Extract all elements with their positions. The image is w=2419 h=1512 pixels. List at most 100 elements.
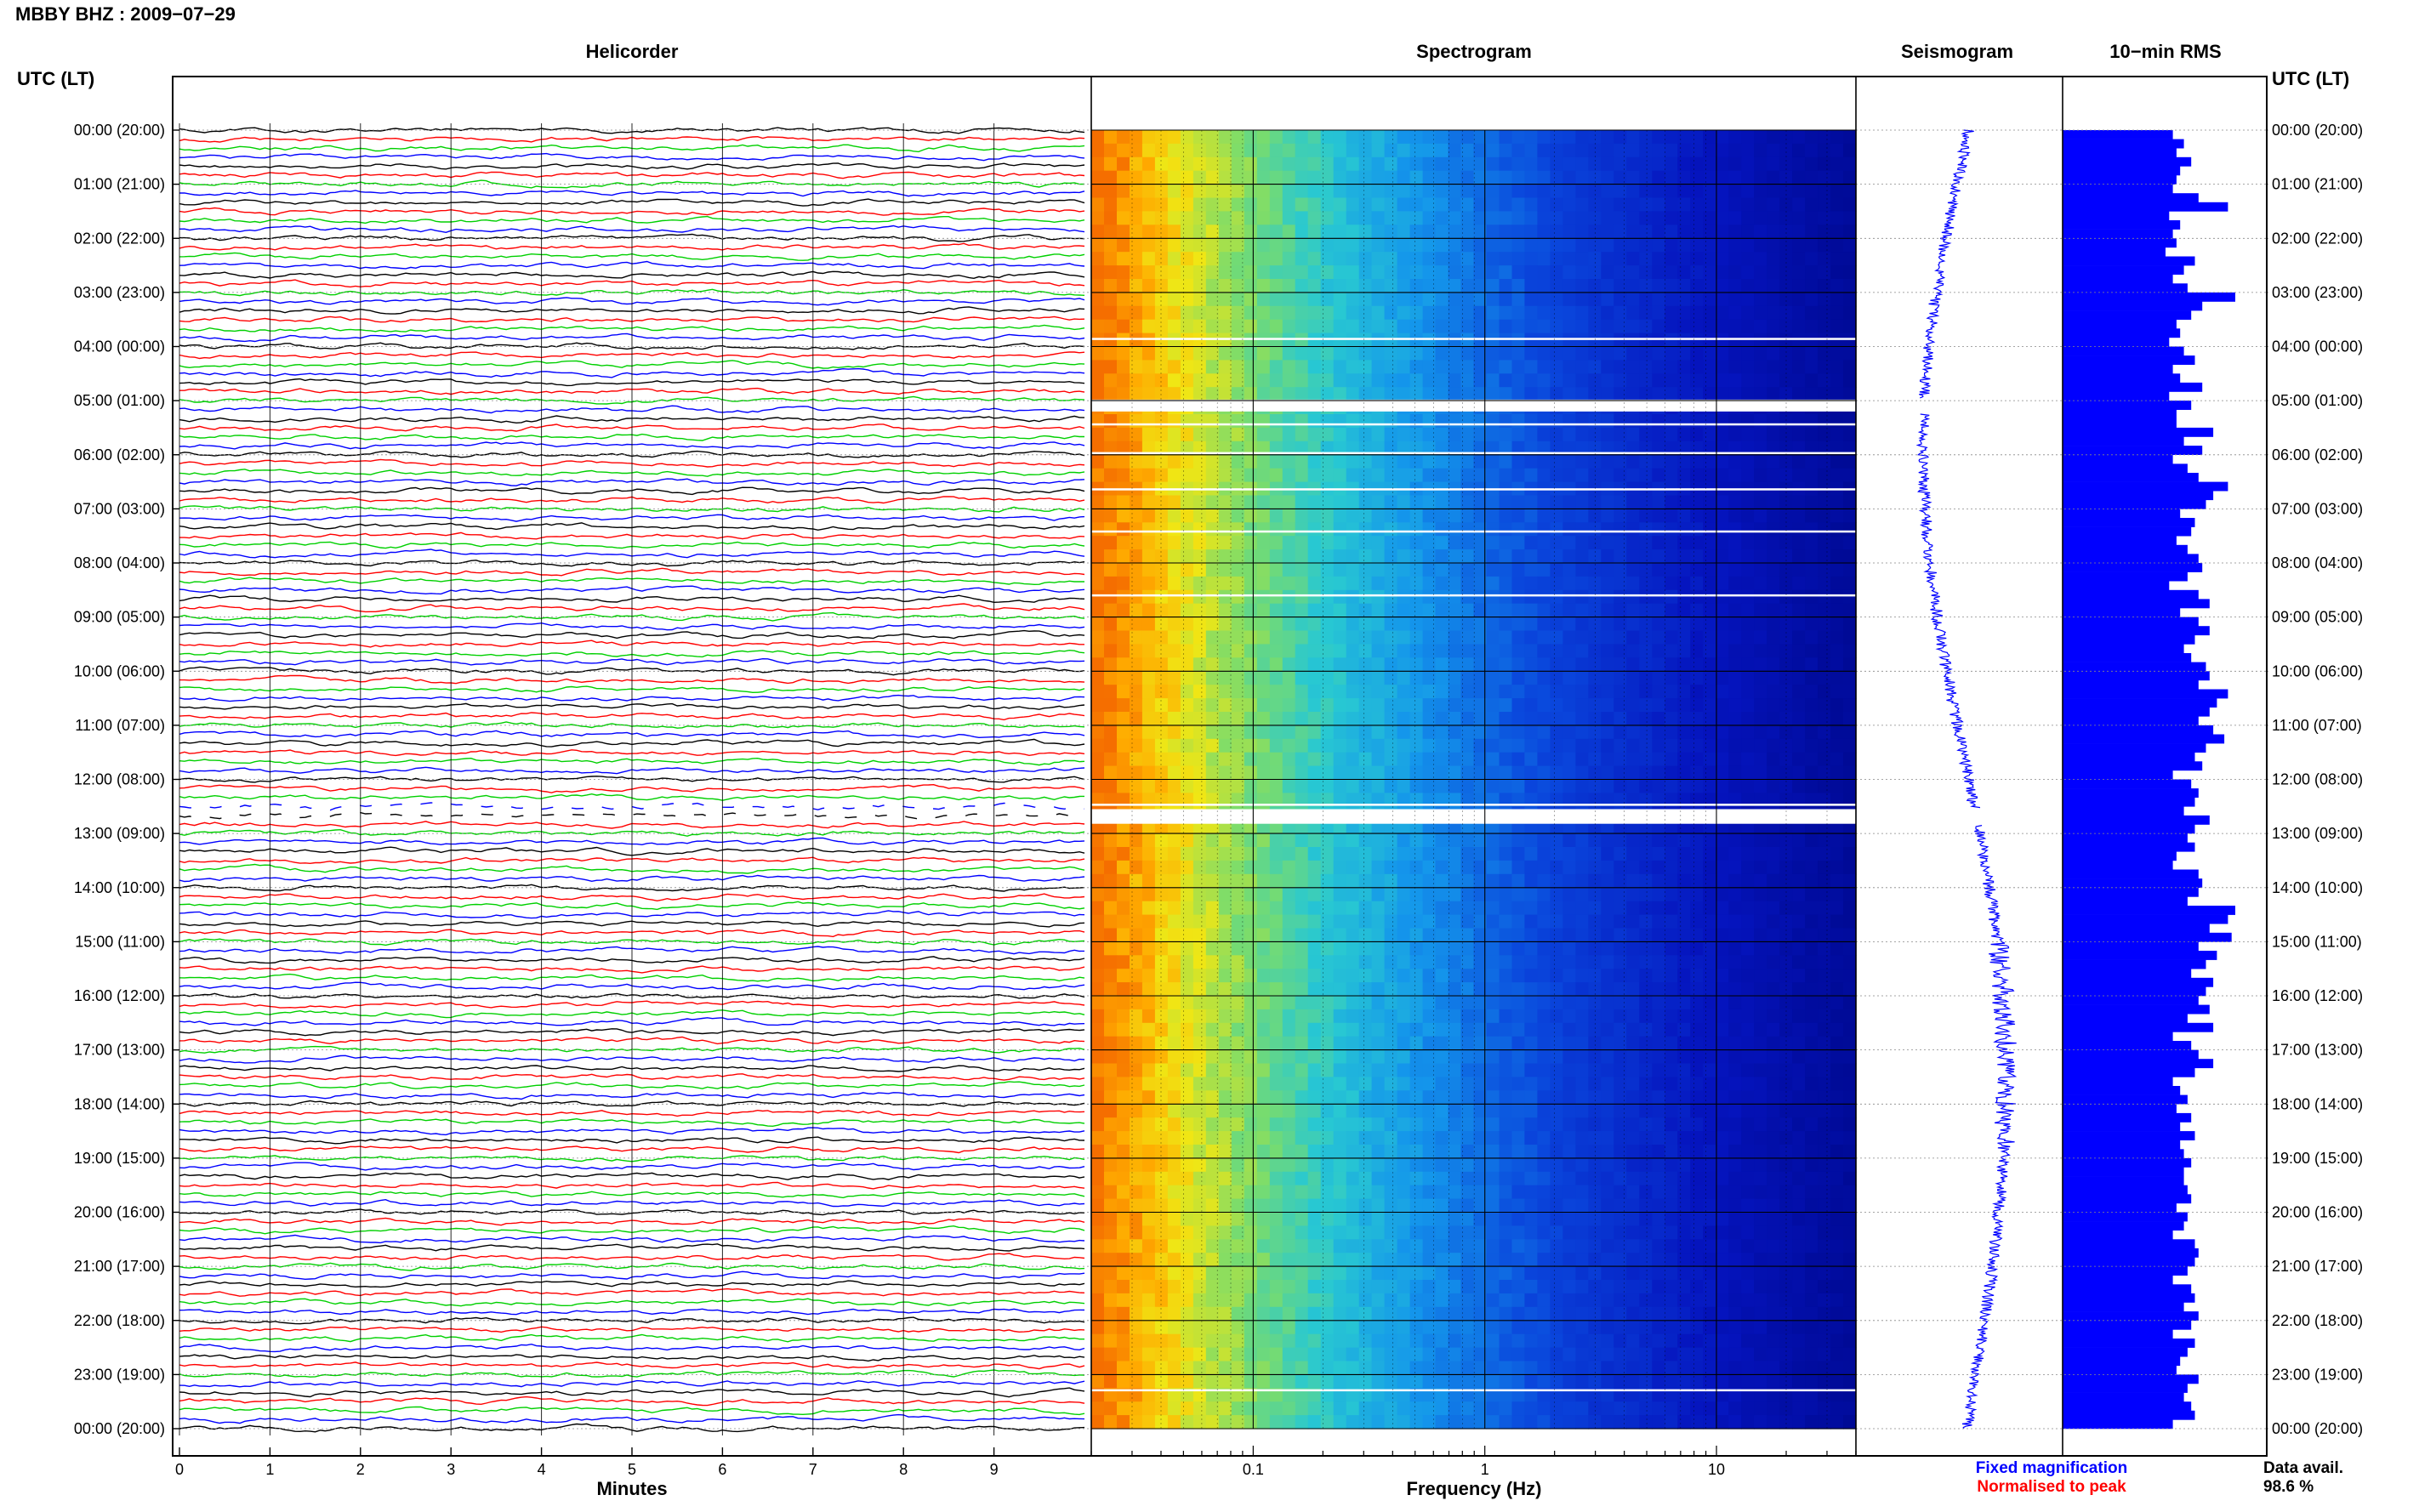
spectrogram-cell <box>1167 644 1181 658</box>
spectrogram-cell <box>1562 576 1576 591</box>
spectrogram-cell <box>1486 1104 1500 1118</box>
spectrogram-cell <box>1511 671 1526 685</box>
spectrogram-cell <box>1358 860 1373 875</box>
spectrogram-cell <box>1473 211 1488 225</box>
spectrogram-cell <box>1690 414 1704 429</box>
spectrogram-cell <box>1167 1145 1181 1159</box>
spectrogram-cell <box>1256 414 1271 429</box>
spectrogram-cell <box>1830 360 1844 374</box>
spectrogram-cell <box>1575 360 1589 374</box>
spectrogram-cell <box>1830 1063 1844 1077</box>
spectrogram-cell <box>1320 373 1335 388</box>
spectrogram-cell <box>1830 265 1844 280</box>
spectrogram-cell <box>1550 360 1563 374</box>
spectrogram-cell <box>1716 1077 1729 1091</box>
spectrogram-cell <box>1805 847 1819 861</box>
spectrogram-cell <box>1818 671 1831 685</box>
spectrogram-cell <box>1104 1104 1118 1118</box>
spectrogram-cell <box>1460 941 1475 956</box>
spectrogram-cell <box>1511 1198 1526 1214</box>
spectrogram-cell <box>1601 955 1614 969</box>
spectrogram-cell <box>1104 1145 1118 1159</box>
spectrogram-cell <box>1448 873 1462 889</box>
spectrogram-cell <box>1550 563 1563 577</box>
spectrogram-cell <box>1448 644 1462 658</box>
spectrogram-cell <box>1256 698 1271 713</box>
spectrogram-cell <box>1818 292 1831 307</box>
spectrogram-cell <box>1371 1198 1386 1214</box>
spectrogram-title: Spectrogram <box>1416 41 1532 62</box>
spectrogram-cell <box>1371 617 1386 632</box>
spectrogram-cell <box>1805 617 1819 632</box>
spectrogram-cell <box>1192 1198 1207 1214</box>
spectrogram-cell <box>1537 725 1551 740</box>
spectrogram-cell <box>1154 387 1169 401</box>
spectrogram-cell <box>1130 644 1143 658</box>
spectrogram-cell <box>1117 1239 1130 1253</box>
spectrogram-cell <box>1154 576 1169 591</box>
spectrogram-cell <box>1422 657 1437 672</box>
spectrogram-cell <box>1562 1157 1576 1173</box>
spectrogram-cell <box>1524 996 1538 1010</box>
spectrogram-cell <box>1665 712 1678 726</box>
spectrogram-cell <box>1167 969 1181 983</box>
spectrogram-cell <box>1690 468 1704 483</box>
spectrogram-cell <box>1192 671 1207 685</box>
spectrogram-cell <box>1244 630 1258 645</box>
spectrogram-cell <box>1104 360 1118 374</box>
spectrogram-cell <box>1091 414 1105 429</box>
spectrogram-cell <box>1358 793 1373 807</box>
spectrogram-cell <box>1716 495 1729 509</box>
spectrogram-cell <box>1192 1239 1207 1253</box>
spectrogram-cell <box>1677 454 1691 469</box>
spectrogram-cell <box>1269 130 1283 145</box>
spectrogram-cell <box>1805 725 1819 740</box>
spectrogram-cell <box>1767 319 1780 334</box>
spectrogram-cell <box>1167 156 1181 172</box>
spectrogram-cell <box>1333 1145 1347 1159</box>
spectrogram-cell <box>1320 549 1335 564</box>
spectrogram-cell <box>1486 657 1500 672</box>
spectrogram-cell <box>1741 1131 1755 1145</box>
spectrogram-cell <box>1473 156 1488 172</box>
spectrogram-cell <box>1562 698 1576 713</box>
spectrogram-cell <box>1511 589 1526 605</box>
spectrogram-cell <box>1269 738 1283 753</box>
spectrogram-cell <box>1588 752 1602 767</box>
spectrogram-cell <box>1205 292 1220 307</box>
spectrogram-cell <box>1703 1063 1716 1077</box>
spectrogram-cell <box>1333 603 1347 618</box>
spectrogram-cell <box>1435 1239 1449 1253</box>
spectrogram-cell <box>1588 1049 1602 1065</box>
spectrogram-cell <box>1805 563 1819 577</box>
spectrogram-cell <box>1384 914 1398 929</box>
spectrogram-cell <box>1550 143 1563 158</box>
spectrogram-cell <box>1320 156 1335 172</box>
spectrogram-cell <box>1741 644 1755 658</box>
spectrogram-cell <box>1346 1145 1360 1159</box>
spectrogram-cell <box>1371 373 1386 388</box>
spectrogram-cell <box>1754 1036 1767 1051</box>
spectrogram-cell <box>1614 427 1627 442</box>
spectrogram-cell <box>1652 225 1665 239</box>
spectrogram-cell <box>1652 873 1665 889</box>
spectrogram-cell <box>1256 1063 1271 1077</box>
spectrogram-cell <box>1397 197 1411 212</box>
spectrogram-cell <box>1358 441 1373 456</box>
spectrogram-cell <box>1320 1117 1335 1132</box>
spectrogram-cell <box>1588 1145 1602 1159</box>
spectrogram-cell <box>1601 1225 1614 1240</box>
spectrogram-cell <box>1575 454 1589 469</box>
spectrogram-cell <box>1256 779 1271 793</box>
spectrogram-cell <box>1435 793 1449 807</box>
spectrogram-cell <box>1562 1185 1576 1200</box>
spectrogram-cell <box>1716 738 1729 753</box>
spectrogram-cell <box>1295 1171 1309 1186</box>
spectrogram-cell <box>1830 468 1844 483</box>
spectrogram-cell <box>1333 589 1347 605</box>
spectrogram-cell <box>1830 1090 1844 1105</box>
spectrogram-cell <box>1422 1185 1437 1200</box>
spectrogram-cell <box>1652 1157 1665 1173</box>
spectrogram-cell <box>1333 333 1347 348</box>
spectrogram-cell <box>1486 1145 1500 1159</box>
